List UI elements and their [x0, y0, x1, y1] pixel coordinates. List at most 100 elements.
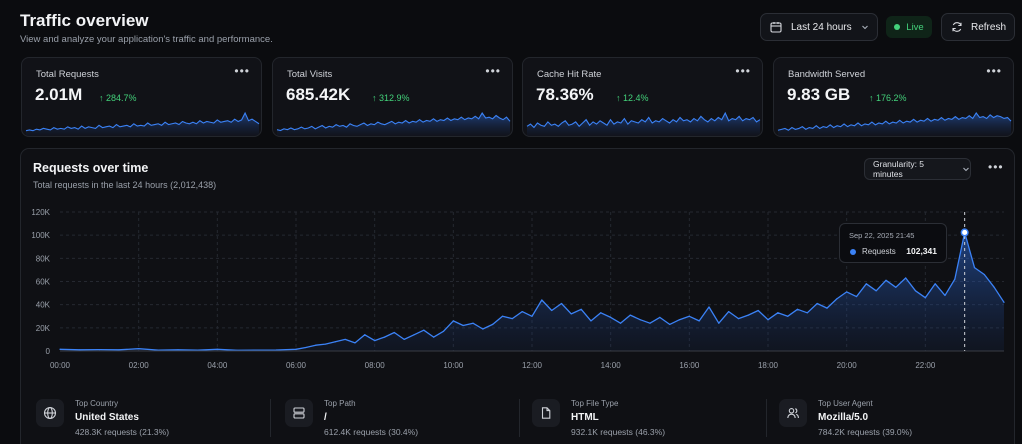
stat-detail: 428.3K requests (21.3%)	[75, 427, 170, 437]
data-point	[413, 334, 415, 336]
data-point	[521, 311, 523, 313]
x-tick-label: 06:00	[286, 361, 307, 370]
data-point	[914, 290, 917, 292]
date-range-select[interactable]: Last 24 hours	[760, 13, 878, 41]
refresh-icon	[952, 22, 962, 32]
data-point	[334, 341, 336, 343]
data-point	[895, 286, 897, 288]
data-point	[806, 312, 808, 314]
live-badge[interactable]: Live	[886, 16, 932, 38]
data-point	[560, 302, 563, 305]
data-point	[423, 329, 425, 331]
sparkline-area	[277, 113, 510, 136]
data-point	[364, 334, 366, 336]
chart-subtitle: Total requests in the last 24 hours (2,0…	[33, 180, 217, 190]
file-icon	[541, 407, 551, 419]
hover-point	[960, 228, 969, 237]
data-point	[442, 330, 445, 332]
data-point	[324, 343, 327, 345]
data-point	[344, 338, 346, 341]
server-icon	[293, 407, 305, 419]
stat-icon-box	[779, 399, 807, 427]
data-point	[531, 315, 533, 317]
data-point	[157, 349, 159, 351]
data-point	[639, 319, 641, 321]
stat-icon-box	[36, 399, 64, 427]
kpi-delta: ↑ 312.9%	[372, 93, 410, 103]
kpi-label: Total Visits	[287, 69, 333, 80]
x-tick-label: 18:00	[758, 361, 779, 370]
data-point	[728, 311, 730, 313]
granularity-select[interactable]: Granularity: 5 minutes	[864, 158, 971, 180]
data-point	[973, 267, 976, 269]
kpi-label: Bandwidth Served	[788, 69, 866, 80]
date-range-label: Last 24 hours	[791, 21, 852, 33]
live-dot-icon	[894, 24, 901, 30]
more-icon[interactable]: •••	[986, 64, 1002, 78]
stat-value: United States	[75, 412, 139, 423]
kpi-value: 78.36%	[536, 85, 594, 104]
kpi-delta: ↑ 284.7%	[99, 93, 137, 103]
divider	[766, 399, 767, 437]
kpi-delta: ↑ 176.2%	[869, 93, 907, 103]
data-point	[787, 315, 789, 317]
data-point	[875, 290, 877, 292]
sparkline-line	[777, 112, 1012, 131]
data-point	[993, 286, 995, 288]
y-tick-label: 100K	[31, 231, 50, 240]
kpi-value: 2.01M	[35, 85, 83, 104]
summary-stats: Top Country United States 428.3K request…	[21, 389, 1014, 444]
refresh-label: Refresh	[971, 21, 1007, 33]
stat-top-country: Top Country United States 428.3K request…	[36, 389, 276, 444]
stat-top-path: Top Path / 612.4K requests (30.4%)	[285, 389, 525, 444]
data-point	[315, 344, 317, 346]
data-point	[924, 297, 926, 299]
data-point	[659, 316, 661, 319]
stat-icon-box	[532, 399, 560, 427]
x-tick-label: 12:00	[522, 361, 543, 370]
data-point	[688, 315, 690, 317]
stat-icon-box	[285, 399, 313, 427]
users-icon	[787, 408, 799, 419]
more-icon[interactable]: •••	[485, 64, 501, 78]
data-point	[462, 324, 464, 327]
live-label: Live	[906, 21, 924, 33]
sparkline	[777, 112, 1012, 136]
data-point	[708, 306, 710, 308]
data-point	[855, 295, 858, 298]
data-point	[177, 349, 179, 351]
data-point	[669, 323, 671, 325]
kpi-card-total-requests: Total Requests ••• 2.01M ↑ 284.7%	[21, 57, 262, 137]
more-icon[interactable]: •••	[735, 64, 751, 78]
tooltip-date: Sep 22, 2025 21:45	[849, 231, 915, 240]
sparkline	[276, 111, 511, 136]
divider	[270, 399, 271, 437]
data-point	[452, 320, 454, 322]
y-tick-label: 60K	[36, 278, 51, 287]
stat-value: HTML	[571, 412, 599, 423]
refresh-button[interactable]: Refresh	[941, 13, 1015, 41]
tooltip-series: Requests	[862, 247, 896, 256]
sparkline	[25, 111, 260, 136]
data-point	[846, 291, 848, 293]
requests-area-chart[interactable]: 0 20K 40K 60K 80K 100K 120K 00:00 02:00 04:00 06:0…	[21, 149, 1014, 381]
data-point	[383, 336, 386, 338]
x-tick-label: 10:00	[443, 361, 464, 370]
kpi-delta: ↑ 12.4%	[616, 93, 649, 103]
data-point	[98, 349, 100, 351]
more-icon[interactable]: •••	[234, 64, 250, 78]
more-icon[interactable]: •••	[988, 160, 1004, 174]
sparkline-line	[526, 111, 761, 129]
kpi-label: Total Requests	[36, 69, 99, 80]
data-point	[767, 319, 769, 321]
data-point	[590, 320, 592, 322]
data-point	[59, 348, 61, 350]
data-point	[305, 346, 307, 349]
page-title: Traffic overview	[20, 11, 149, 30]
x-tick-label: 22:00	[915, 361, 936, 370]
data-point	[718, 322, 720, 324]
data-point	[256, 349, 258, 351]
data-point	[836, 298, 838, 300]
data-point	[482, 328, 484, 330]
